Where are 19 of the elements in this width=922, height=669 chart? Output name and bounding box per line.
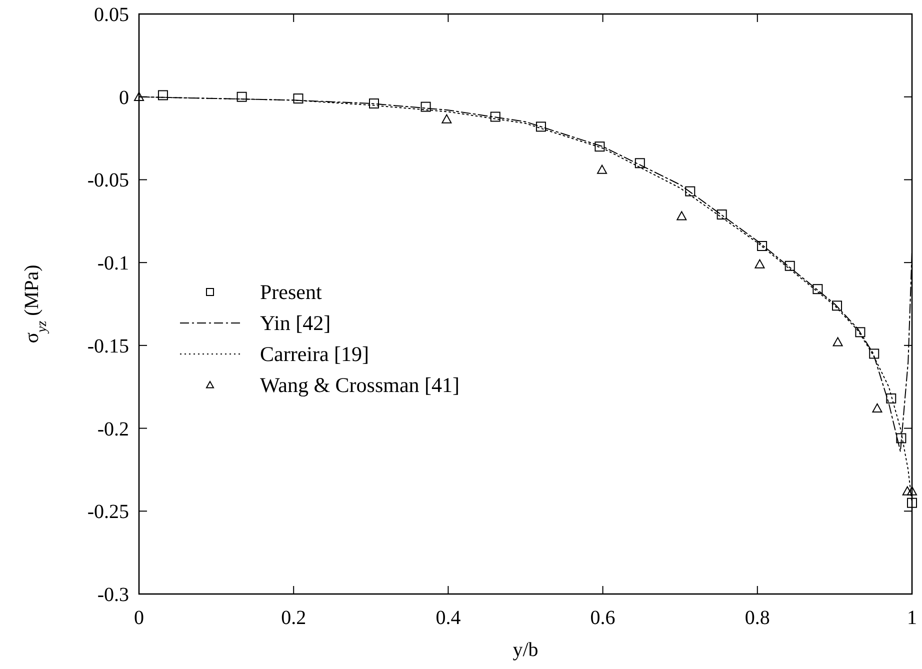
y-tick-label: -0.3 <box>97 584 129 606</box>
legend-label: Wang & Crossman [41] <box>260 373 460 397</box>
legend-label: Carreira [19] <box>260 342 370 366</box>
x-tick-label: 0.2 <box>281 607 306 629</box>
y-tick-label: 0.05 <box>94 4 129 26</box>
x-tick-label: 0.4 <box>436 607 461 629</box>
legend-label: Present <box>260 280 322 304</box>
x-axis-title: y/b <box>512 639 538 661</box>
x-tick-label: 0.6 <box>590 607 616 629</box>
x-tick-label: 0.8 <box>744 607 770 629</box>
x-tick-label: 0 <box>134 607 144 629</box>
y-tick-label: -0.25 <box>87 501 129 524</box>
x-tick-label: 1 <box>907 607 917 629</box>
y-tick-label: -0.2 <box>97 418 129 440</box>
y-tick-label: -0.05 <box>87 170 129 192</box>
y-tick-label: -0.15 <box>87 335 129 358</box>
y-tick-label: -0.1 <box>97 252 129 275</box>
y-tick-label: 0 <box>119 86 129 109</box>
legend-label: Yin [42] <box>260 311 331 335</box>
